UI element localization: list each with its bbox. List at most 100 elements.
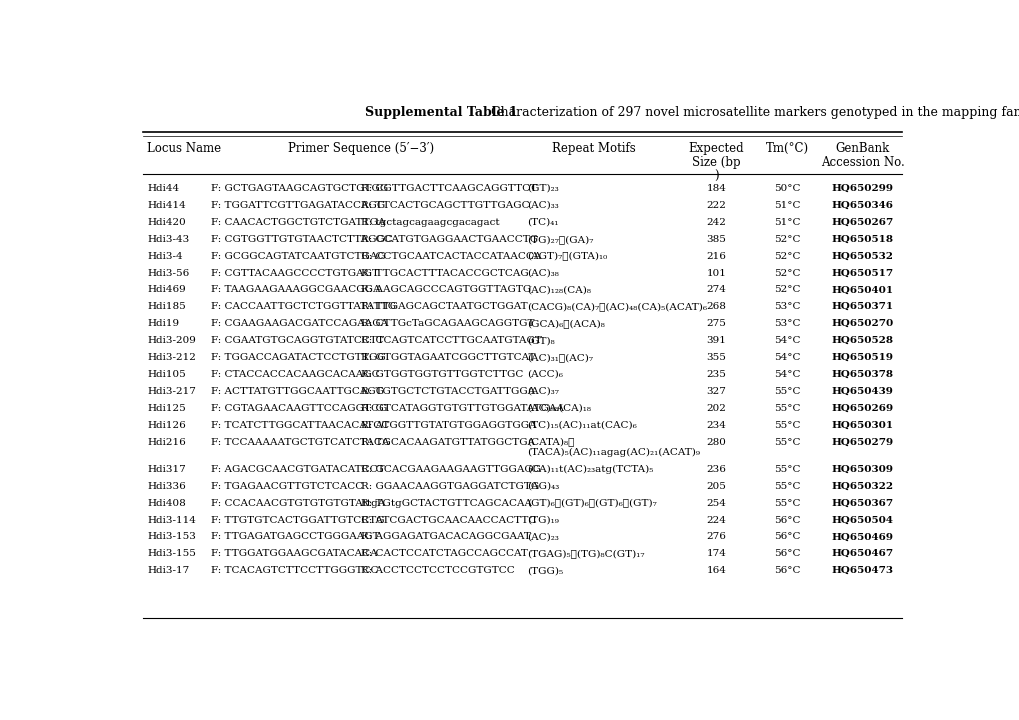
Text: Hdi105: Hdi105 [147, 370, 185, 379]
Text: (CACG)₈(CA)₇⋯(AC)₄₈(CA)₅(ACAT)₆: (CACG)₈(CA)₇⋯(AC)₄₈(CA)₅(ACAT)₆ [526, 302, 706, 311]
Text: R: CCAGTCATCCTTGCAATGTAGT: R: CCAGTCATCCTTGCAATGTAGT [361, 336, 541, 345]
Text: Repeat Motifs: Repeat Motifs [551, 142, 635, 155]
Text: 55°C: 55°C [773, 482, 800, 491]
Text: 174: 174 [706, 549, 726, 558]
Text: 52°C: 52°C [773, 235, 800, 243]
Text: F: CGAAGAAGACGATCCAGAAGA: F: CGAAGAAGACGATCCAGAAGA [210, 319, 387, 328]
Text: 54°C: 54°C [773, 370, 800, 379]
Text: Hdi420: Hdi420 [147, 217, 185, 227]
Text: R: ATCGACTGCAACAACCACTTC: R: ATCGACTGCAACAACCACTTC [361, 516, 536, 524]
Text: HQ650378: HQ650378 [830, 370, 893, 379]
Text: 56°C: 56°C [773, 532, 800, 541]
Text: (AC)₁₂₈(CA)₈: (AC)₁₂₈(CA)₈ [526, 285, 590, 294]
Text: R: GTCATAGGTGTGTTGTGGATATGAA: R: GTCATAGGTGTGTTGTGGATATGAA [361, 404, 564, 413]
Text: 224: 224 [706, 516, 726, 524]
Text: Hdi3-56: Hdi3-56 [147, 269, 190, 277]
Text: R: AGGAGATGACACAGGCGAAT: R: AGGAGATGACACAGGCGAAT [361, 532, 530, 541]
Text: R: TTCACTGCAGCTTGTTGAGC: R: TTCACTGCAGCTTGTTGAGC [361, 201, 529, 210]
Text: Hdi469: Hdi469 [147, 285, 185, 294]
Text: F: CTACCACCACAAGCACAAGC: F: CTACCACCACAAGCACAAGC [210, 370, 379, 379]
Text: R: CGTTGACTTCAAGCAGGTTCT: R: CGTTGACTTCAAGCAGGTTCT [361, 184, 536, 193]
Text: 216: 216 [706, 251, 726, 261]
Text: Expected: Expected [688, 142, 744, 155]
Text: HQ650473: HQ650473 [830, 566, 893, 575]
Text: 53°C: 53°C [773, 319, 800, 328]
Text: HQ650301: HQ650301 [830, 420, 893, 430]
Text: 184: 184 [706, 184, 726, 193]
Text: F: CGTTACAAGCCCCTGTGAGT: F: CGTTACAAGCCCCTGTGAGT [210, 269, 378, 277]
Text: F: TGGATTCGTTGAGATACCAGG: F: TGGATTCGTTGAGATACCAGG [210, 201, 384, 210]
Text: 54°C: 54°C [773, 336, 800, 345]
Text: (GCA)₆⋯(ACA)₈: (GCA)₆⋯(ACA)₈ [526, 319, 604, 328]
Text: 274: 274 [706, 285, 726, 294]
Text: (AC)₃₃: (AC)₃₃ [526, 201, 558, 210]
Text: Hdi3-155: Hdi3-155 [147, 549, 196, 558]
Text: R: CCATGTGAGGAACTGAACCTG: R: CCATGTGAGGAACTGAACCTG [361, 235, 537, 243]
Text: R: TGTGCTCTGTACCTGATTGGA: R: TGTGCTCTGTACCTGATTGGA [361, 387, 534, 396]
Text: (AC)₉₈(CA)₁₈: (AC)₉₈(CA)₁₈ [526, 404, 590, 413]
Text: 55°C: 55°C [773, 387, 800, 396]
Text: Hdi3-17: Hdi3-17 [147, 566, 190, 575]
Text: R: tgctagcagaagcgacagact: R: tgctagcagaagcgacagact [361, 217, 499, 227]
Text: (TGG)₅: (TGG)₅ [526, 566, 562, 575]
Text: 52°C: 52°C [773, 269, 800, 277]
Text: 385: 385 [706, 235, 726, 243]
Text: Hdi3-43: Hdi3-43 [147, 235, 190, 243]
Text: (AGT)₇⋯(GTA)₁₀: (AGT)₇⋯(GTA)₁₀ [526, 251, 606, 261]
Text: Hdi3-209: Hdi3-209 [147, 336, 196, 345]
Text: Size (bp: Size (bp [692, 156, 740, 168]
Text: R: GTGGTGGTGTTGGTCTTGC: R: GTGGTGGTGTTGGTCTTGC [361, 370, 523, 379]
Text: R: TTGCACTTTACACCGCTCAG: R: TTGCACTTTACACCGCTCAG [361, 269, 528, 277]
Text: HQ650269: HQ650269 [830, 404, 893, 413]
Text: 202: 202 [706, 404, 726, 413]
Text: (AC)₃₁⋯(AC)₇: (AC)₃₁⋯(AC)₇ [526, 353, 592, 362]
Text: Hdi3-217: Hdi3-217 [147, 387, 196, 396]
Text: 56°C: 56°C [773, 549, 800, 558]
Text: HQ650322: HQ650322 [830, 482, 893, 491]
Text: F: ACTTATGTTGGCAATTGCAGG: F: ACTTATGTTGGCAATTGCAGG [210, 387, 383, 396]
Text: Hdi3-212: Hdi3-212 [147, 353, 196, 362]
Text: (GT)₈: (GT)₈ [526, 336, 554, 345]
Text: Hdi126: Hdi126 [147, 420, 185, 430]
Text: 280: 280 [706, 438, 726, 446]
Text: ): ) [713, 169, 718, 183]
Text: 101: 101 [706, 269, 726, 277]
Text: Accession No.: Accession No. [820, 156, 904, 168]
Text: F: CACCAATTGCTCTGGTTATATTG: F: CACCAATTGCTCTGGTTATATTG [210, 302, 395, 311]
Text: Primer Sequence (5′−3′): Primer Sequence (5′−3′) [287, 142, 433, 155]
Text: F: TCATCTTGGCATTAACACATCC: F: TCATCTTGGCATTAACACATCC [210, 420, 388, 430]
Text: HQ650504: HQ650504 [830, 516, 893, 524]
Text: R: CTTGcTaGCAGAAGCAGGTGT: R: CTTGcTaGCAGAAGCAGGTGT [361, 319, 534, 328]
Text: F: TCCAAAAATGCTGTCATCTACA: F: TCCAAAAATGCTGTCATCTACA [210, 438, 388, 446]
Text: 222: 222 [706, 201, 726, 210]
Text: F: GCGGCAGTATCAATGTCTGAG: F: GCGGCAGTATCAATGTCTGAG [210, 251, 385, 261]
Text: (CATA)₈⋯: (CATA)₈⋯ [526, 438, 574, 446]
Text: HQ650532: HQ650532 [830, 251, 893, 261]
Text: F: CGTGGTTGTGTAACTCTTAGGC: F: CGTGGTTGTGTAACTCTTAGGC [210, 235, 392, 243]
Text: 254: 254 [706, 498, 726, 508]
Text: F: CCACAACGTGTGTGTGTAttgA: F: CCACAACGTGTGTGTGTAttgA [210, 498, 384, 508]
Text: HQ650367: HQ650367 [830, 498, 893, 508]
Text: (ACC)₆: (ACC)₆ [526, 370, 562, 379]
Text: 234: 234 [706, 420, 726, 430]
Text: Tm(°C): Tm(°C) [765, 142, 808, 155]
Text: Hdi216: Hdi216 [147, 438, 185, 446]
Text: 53°C: 53°C [773, 302, 800, 311]
Text: F: AGACGCAACGTGATACATCCT: F: AGACGCAACGTGATACATCCT [210, 465, 384, 474]
Text: (GT)₆⋯(GT)₆⋯(GT)₆⋯(GT)₇: (GT)₆⋯(GT)₆⋯(GT)₆⋯(GT)₇ [526, 498, 656, 508]
Text: HQ650267: HQ650267 [830, 217, 893, 227]
Text: 52°C: 52°C [773, 251, 800, 261]
Text: F: TTGGATGGAAGCGATACACA: F: TTGGATGGAAGCGATACACA [210, 549, 377, 558]
Text: 327: 327 [706, 387, 726, 396]
Text: Hdi3-4: Hdi3-4 [147, 251, 182, 261]
Text: HQ650518: HQ650518 [830, 235, 893, 243]
Text: Hdi44: Hdi44 [147, 184, 179, 193]
Text: HQ650401: HQ650401 [830, 285, 893, 294]
Text: 55°C: 55°C [773, 420, 800, 430]
Text: R: AAGCAGCCCAGTGGTTAGTG: R: AAGCAGCCCAGTGGTTAGTG [361, 285, 531, 294]
Text: 51°C: 51°C [773, 217, 800, 227]
Text: (TC)₁₅(AC)₁₁at(CAC)₆: (TC)₁₅(AC)₁₁at(CAC)₆ [526, 420, 636, 430]
Text: Supplemental Table 1: Supplemental Table 1 [365, 106, 517, 119]
Text: F: TTGAGATGAGCCTGGGAAGT: F: TTGAGATGAGCCTGGGAAGT [210, 532, 379, 541]
Text: 55°C: 55°C [773, 438, 800, 446]
